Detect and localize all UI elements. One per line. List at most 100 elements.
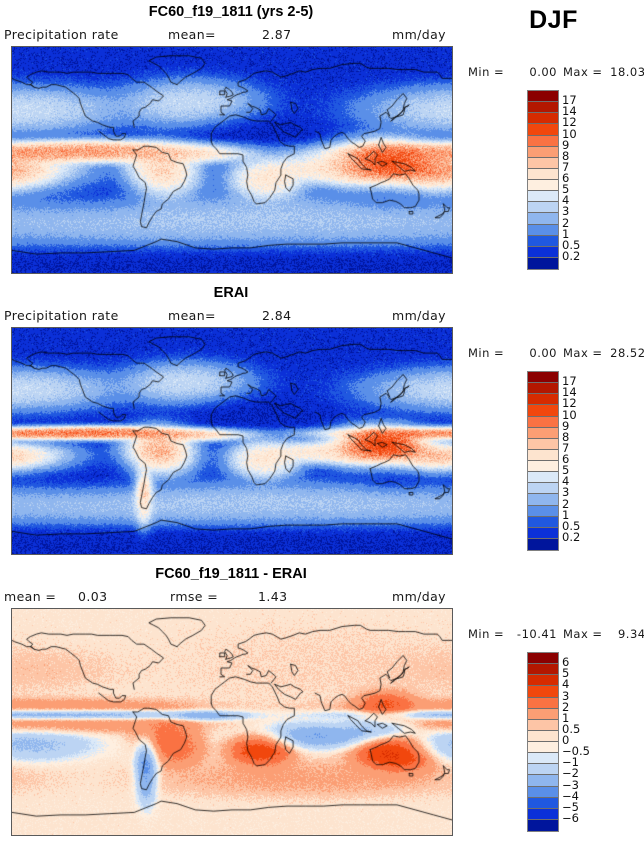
- min-value-obs: 0.00: [529, 346, 557, 360]
- min-label-model: Min =: [468, 65, 505, 79]
- colorbar-swatch: [528, 124, 558, 136]
- colorbar-swatch: [528, 664, 558, 676]
- colorbar-swatch: [528, 427, 558, 439]
- units-label-model: mm/day: [392, 27, 446, 42]
- mean-label-model: mean=: [168, 27, 216, 42]
- colorbar-difference: [527, 652, 559, 832]
- colorbar-tick-label: 1: [562, 710, 570, 725]
- colorbar-tick-label: 1: [562, 507, 570, 522]
- colorbar-tick-label: 17: [562, 93, 577, 108]
- colorbar-swatch: [528, 764, 558, 776]
- colorbar-tick-label: 14: [562, 385, 577, 400]
- map-canvas: [12, 328, 452, 554]
- colorbar-swatch: [528, 808, 558, 820]
- colorbar-swatch: [528, 257, 558, 269]
- colorbar-swatch: [528, 180, 558, 192]
- colorbar-swatch: [528, 472, 558, 484]
- colorbar-swatch: [528, 383, 558, 395]
- colorbar-swatch: [528, 113, 558, 125]
- colorbar-swatch: [528, 505, 558, 517]
- minmax-difference: Min = -10.41 Max = 9.34: [463, 627, 644, 641]
- colorbar-swatch: [528, 449, 558, 461]
- colorbar-tick-label: 12: [562, 396, 577, 411]
- colorbar-tick-label: 4: [562, 474, 570, 489]
- colorbar-tick-label: 8: [562, 429, 570, 444]
- colorbar-tick-label: 6: [562, 655, 570, 670]
- map-canvas: [12, 47, 452, 273]
- map-obs: [11, 327, 453, 555]
- colorbar-swatch: [528, 786, 558, 798]
- map-canvas: [12, 609, 452, 835]
- max-label-difference: Max =: [563, 627, 603, 641]
- colorbar-tick-label: 6: [562, 171, 570, 185]
- colorbar-swatch: [528, 135, 558, 147]
- season-badge: DJF: [529, 6, 578, 34]
- colorbar-swatch: [528, 753, 558, 765]
- colorbar-tick-label: 7: [562, 440, 570, 455]
- colorbar-swatch: [528, 675, 558, 687]
- rmse-value-difference: 1.43: [258, 589, 288, 604]
- colorbar-tick-label: 17: [562, 374, 577, 389]
- colorbar-swatch: [528, 719, 558, 731]
- colorbar-tick-label: 0.5: [562, 518, 581, 533]
- mean-label-obs: mean=: [168, 308, 216, 323]
- min-value-difference: -10.41: [516, 627, 557, 641]
- colorbar-tick-label: 9: [562, 418, 570, 433]
- colorbar-tick-label: 2: [562, 215, 570, 230]
- colorbar-swatch: [528, 224, 558, 236]
- colorbar-tick-label: 0.2: [562, 248, 581, 263]
- colorbar-swatch: [528, 191, 558, 203]
- colorbar-swatch: [528, 246, 558, 258]
- colorbar-tick-label: 3: [562, 688, 570, 703]
- minmax-obs: Min = 0.00 Max = 28.52: [463, 346, 644, 360]
- colorbar-tick-label: 10: [562, 407, 577, 422]
- colorbar-tick-label: −3: [562, 777, 579, 792]
- mean-value-model: 2.87: [262, 27, 292, 42]
- colorbar-swatch: [528, 235, 558, 247]
- colorbar-swatch: [528, 157, 558, 169]
- colorbar-swatch: [528, 653, 558, 665]
- colorbar-tick-label: 5: [562, 666, 570, 681]
- min-label-obs: Min =: [468, 346, 505, 360]
- colorbar-tick-label: −4: [562, 788, 579, 803]
- colorbar-tick-label: 3: [562, 204, 570, 219]
- panel-subrow-obs: Precipitation rate mean= 2.84 mm/day: [0, 308, 462, 324]
- max-label-obs: Max =: [563, 346, 603, 360]
- map-model: [11, 46, 453, 274]
- colorbar-swatch: [528, 708, 558, 720]
- colorbar-tick-label: 0: [562, 733, 570, 747]
- max-value-difference: 9.34: [617, 627, 644, 641]
- colorbar-tick-label: 1: [562, 226, 570, 241]
- mean-label-difference: mean =: [4, 589, 57, 604]
- colorbar-swatch: [528, 146, 558, 158]
- colorbar-swatch: [528, 697, 558, 709]
- colorbar-tick-label: 5: [562, 182, 570, 197]
- colorbar-swatch: [528, 416, 558, 428]
- colorbar-tick-label: 4: [562, 193, 570, 208]
- colorbar-swatch: [528, 527, 558, 539]
- colorbar-tick-label: 0.5: [562, 721, 581, 736]
- colorbar-tick-label: 0.5: [562, 237, 581, 252]
- minmax-model: Min = 0.00 Max = 18.03: [463, 65, 644, 79]
- mean-value-obs: 2.84: [262, 308, 292, 323]
- mean-value-difference: 0.03: [78, 589, 108, 604]
- panel-subrow-difference: mean = 0.03 rmse = 1.43 mm/day: [0, 589, 462, 605]
- panel-subrow-model: Precipitation rate mean= 2.87 mm/day: [0, 27, 462, 43]
- colorbar-swatch: [528, 797, 558, 809]
- colorbar-swatch: [528, 202, 558, 214]
- min-value-model: 0.00: [529, 65, 557, 79]
- colorbar-tick-label: 5: [562, 463, 570, 478]
- max-label-model: Max =: [563, 65, 603, 79]
- min-label-difference: Min =: [468, 627, 505, 641]
- colorbar-tick-label: 8: [562, 148, 570, 163]
- colorbar-swatch: [528, 742, 558, 754]
- colorbar-tick-label: −1: [562, 755, 579, 770]
- variable-label-obs: Precipitation rate: [4, 308, 119, 323]
- colorbar-swatch: [528, 538, 558, 550]
- colorbar-swatch: [528, 213, 558, 225]
- colorbar-swatch: [528, 394, 558, 406]
- variable-label-model: Precipitation rate: [4, 27, 119, 42]
- colorbar-tick-label: 9: [562, 137, 570, 152]
- colorbar-tick-label: −6: [562, 810, 579, 825]
- colorbar-obs: [527, 371, 559, 551]
